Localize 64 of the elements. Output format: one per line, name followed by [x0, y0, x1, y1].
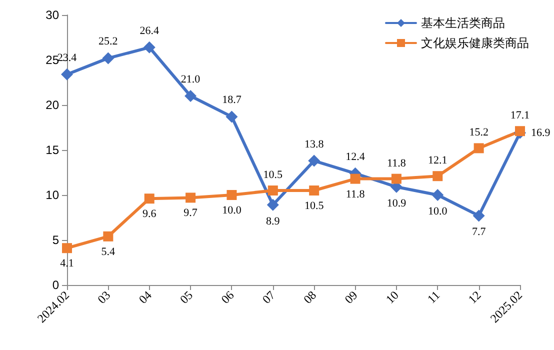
point: [102, 52, 114, 64]
data-label: 4.1: [60, 258, 74, 270]
data-label: 10.0: [428, 206, 448, 218]
data-label: 8.9: [266, 215, 280, 228]
point: [432, 171, 443, 182]
data-label: 11.8: [346, 188, 366, 200]
point: [62, 243, 72, 254]
data-label: 12.1: [428, 154, 448, 167]
point: [266, 198, 279, 211]
point: [61, 68, 73, 80]
y-tick-label: 5: [52, 233, 60, 247]
data-label: 12.4: [346, 150, 366, 163]
data-label: 26.4: [140, 24, 160, 37]
data-label: 10.0: [222, 204, 242, 216]
y-tick-label: 10: [46, 188, 60, 202]
x-tick-label: 11: [424, 288, 443, 306]
x-tick-label: 07: [259, 288, 278, 306]
x-tick-label: 05: [177, 288, 196, 306]
data-label: 10.9: [386, 197, 407, 210]
point: [143, 41, 156, 54]
data-label: 5.4: [101, 246, 116, 258]
point: [474, 143, 484, 154]
y-tick-label: 20: [46, 98, 60, 112]
x-tick-label: 10: [383, 288, 402, 306]
x-tick-label: 09: [342, 288, 360, 306]
x-tick-label: 12: [465, 288, 484, 306]
point: [103, 231, 114, 242]
data-label: 9.6: [142, 208, 157, 220]
data-label: 9.7: [184, 207, 198, 220]
data-label: 15.2: [469, 126, 488, 139]
data-label: 13.8: [304, 138, 324, 150]
point: [268, 186, 278, 196]
data-label: 21.0: [180, 74, 201, 86]
data-label: 10.5: [263, 169, 284, 181]
data-label: 25.2: [98, 36, 118, 48]
x-tick-label: 04: [136, 288, 154, 306]
point: [184, 90, 197, 102]
x-tick-label: 08: [300, 288, 320, 306]
y-tick-label: 25: [46, 53, 60, 67]
data-label: 17.1: [510, 110, 530, 122]
point: [350, 174, 360, 184]
data-label: 7.7: [472, 226, 486, 238]
y-tick-label: 15: [46, 143, 60, 157]
point: [515, 126, 525, 136]
point: [472, 210, 485, 222]
point: [226, 190, 237, 200]
point: [309, 186, 320, 196]
x-tick-label: 06: [218, 288, 237, 306]
point: [432, 189, 444, 201]
legend-label: 基本生活类商品: [421, 16, 505, 30]
data-label: 18.7: [222, 94, 242, 106]
point: [391, 174, 402, 184]
point: [186, 192, 196, 203]
y-tick-label: 0: [52, 278, 60, 292]
y-tick-label: 30: [46, 8, 60, 22]
data-label: 23.4: [57, 52, 78, 64]
data-label: 16.9: [531, 126, 551, 139]
point: [308, 154, 320, 167]
data-label: 10.5: [304, 200, 324, 212]
point: [226, 110, 238, 123]
legend-label: 文化娱乐健康类商品: [421, 36, 529, 50]
data-label: 11.8: [387, 157, 406, 170]
x-tick-label: 03: [94, 288, 114, 306]
point: [144, 194, 154, 204]
